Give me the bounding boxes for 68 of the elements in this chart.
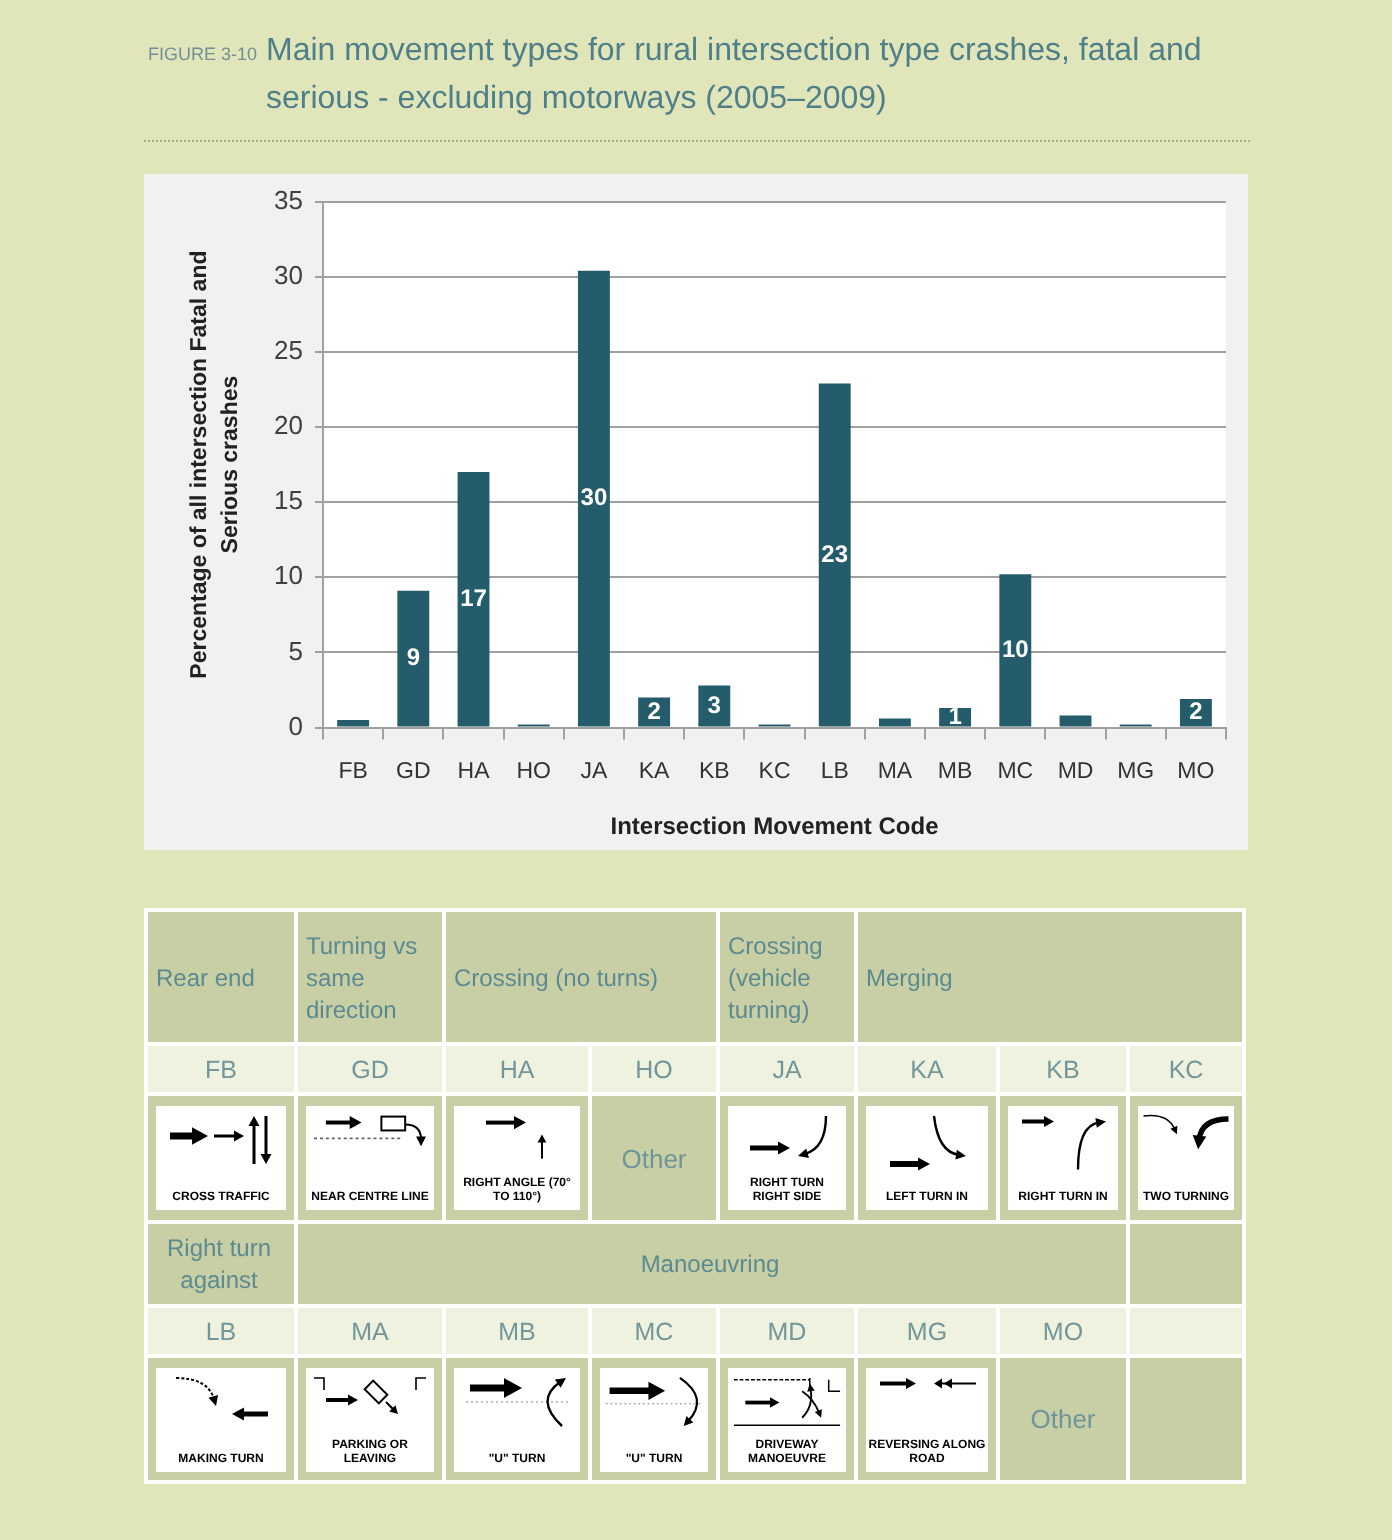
category-label: JA xyxy=(772,1055,802,1083)
x-tick-label: HA xyxy=(457,759,491,784)
x-tick-label: MG xyxy=(1117,759,1155,784)
category-label: MG xyxy=(906,1317,948,1345)
data-label: 1 xyxy=(948,701,963,730)
text: Turning vs same direction xyxy=(306,929,420,1025)
x-tick-label: GD xyxy=(396,759,431,784)
text: Other xyxy=(621,1143,687,1173)
x-tick-label: MB xyxy=(937,759,974,784)
category-label: FB xyxy=(205,1055,237,1083)
text: Crossing (no turns) xyxy=(454,961,659,993)
data-label: 17 xyxy=(460,583,488,612)
y-tick-label: 15 xyxy=(274,485,304,516)
x-tick-label: FB xyxy=(338,759,369,784)
x-tick-label: MO xyxy=(1177,759,1215,784)
y-tick-label: 30 xyxy=(274,259,304,290)
x-tick-label: MA xyxy=(877,759,913,784)
category-label: MB xyxy=(498,1317,536,1345)
bar xyxy=(337,720,370,727)
bar xyxy=(818,383,851,727)
y-tick-label: 25 xyxy=(274,335,304,366)
data-label: 3 xyxy=(707,690,722,719)
data-label: 2 xyxy=(647,696,662,725)
category-label: KA xyxy=(910,1055,944,1083)
chart-title: Main movement types for rural intersection type crashes, fatal and serious - excluding motorways (2005–2009) xyxy=(266,32,1204,120)
bar xyxy=(577,270,610,727)
x-tick-label: KB xyxy=(698,759,731,784)
category-label: LB xyxy=(205,1317,237,1345)
category-label: MO xyxy=(1042,1317,1084,1345)
x-axis-title: Intersection Movement Code xyxy=(610,812,940,841)
category-label: GD xyxy=(351,1055,389,1083)
y-tick-label: 0 xyxy=(288,710,304,741)
text: Crossing (vehicle turning) xyxy=(728,929,825,1025)
x-tick-label: KC xyxy=(758,759,791,784)
y-tick-label: 5 xyxy=(288,635,304,666)
data-label: 23 xyxy=(821,539,849,568)
category-label: KC xyxy=(1168,1055,1204,1083)
text: Merging xyxy=(866,961,953,993)
text: Manoeuvring xyxy=(640,1248,780,1280)
data-label: 2 xyxy=(1189,697,1204,726)
data-label: 10 xyxy=(1001,635,1030,664)
y-tick-label: 35 xyxy=(274,184,304,215)
category-label: MD xyxy=(767,1317,807,1345)
y-axis-title: Percentage of all intersection Fatal and Serious crashes xyxy=(187,250,243,679)
data-label: 9 xyxy=(406,643,421,672)
text: Right turn against xyxy=(164,1232,274,1296)
category-label: KB xyxy=(1046,1055,1080,1083)
x-tick-label: JA xyxy=(580,759,608,784)
bar xyxy=(1059,715,1092,727)
x-tick-label: MC xyxy=(997,759,1034,784)
category-label: MC xyxy=(634,1317,674,1345)
bar xyxy=(999,574,1032,727)
y-tick-label: 10 xyxy=(274,560,304,591)
category-label: HO xyxy=(635,1055,673,1083)
data-label: 30 xyxy=(580,483,608,512)
text: Other xyxy=(1030,1404,1096,1434)
x-tick-label: KA xyxy=(638,759,671,784)
category-label: HA xyxy=(499,1055,535,1083)
text: Rear end xyxy=(156,961,255,993)
bar xyxy=(397,590,430,727)
x-tick-label: MD xyxy=(1057,759,1094,784)
bar xyxy=(457,472,490,727)
x-tick-label: LB xyxy=(820,759,850,784)
category-label: MA xyxy=(351,1317,389,1345)
bar xyxy=(878,718,911,727)
y-tick-label: 20 xyxy=(274,410,304,441)
caption: FIGURE 3-10 xyxy=(148,44,258,64)
x-tick-label: HO xyxy=(516,759,552,784)
